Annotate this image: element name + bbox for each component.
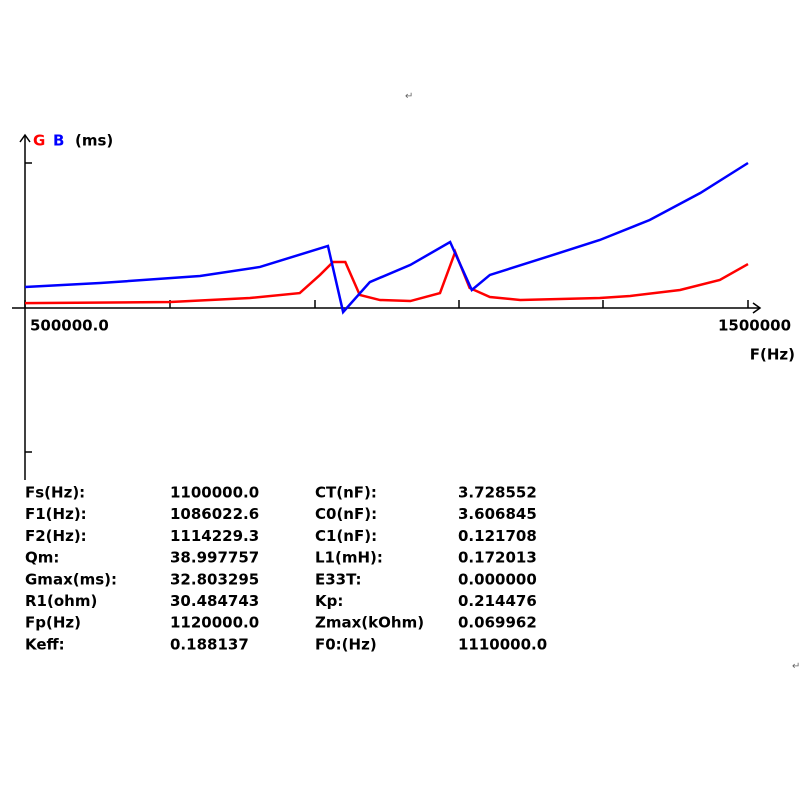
param-label: Kp: bbox=[315, 592, 343, 610]
param-value: 38.997757 bbox=[170, 549, 259, 567]
param-value: 0.121708 bbox=[458, 527, 537, 545]
param-value: 3.728552 bbox=[458, 484, 537, 502]
param-value: 1100000.0 bbox=[170, 484, 259, 502]
param-label: E33T: bbox=[315, 570, 362, 588]
param-label: R1(ohm) bbox=[25, 592, 97, 610]
return-mark: ↵ bbox=[792, 661, 800, 672]
legend-b: B bbox=[53, 132, 64, 150]
param-label: Fp(Hz) bbox=[25, 614, 81, 632]
param-label: C1(nF): bbox=[315, 527, 377, 545]
param-label: F0:(Hz) bbox=[315, 635, 377, 653]
param-label: C0(nF): bbox=[315, 505, 377, 523]
param-label: F2(Hz): bbox=[25, 527, 87, 545]
x-tick-label: 500000.0 bbox=[30, 317, 109, 335]
series-line bbox=[24, 161, 749, 315]
param-value: 32.803295 bbox=[170, 570, 259, 588]
y-unit: (ms) bbox=[75, 132, 113, 150]
param-value: 0.172013 bbox=[458, 549, 537, 567]
param-label: Keff: bbox=[25, 635, 65, 653]
series-line bbox=[24, 248, 749, 305]
legend-g: G bbox=[33, 132, 45, 150]
param-value: 1120000.0 bbox=[170, 614, 259, 632]
param-label: Qm: bbox=[25, 549, 59, 567]
param-label: CT(nF): bbox=[315, 484, 377, 502]
param-label: L1(mH): bbox=[315, 549, 383, 567]
return-mark: ↵ bbox=[405, 91, 413, 102]
param-label: Gmax(ms): bbox=[25, 570, 117, 588]
x-arrow bbox=[752, 302, 762, 314]
param-value: 1114229.3 bbox=[170, 527, 259, 545]
param-value: 0.188137 bbox=[170, 635, 249, 653]
param-value: 3.606845 bbox=[458, 505, 537, 523]
param-value: 0.214476 bbox=[458, 592, 537, 610]
param-label: Fs(Hz): bbox=[25, 484, 85, 502]
param-value: 0.069962 bbox=[458, 614, 537, 632]
x-tick-label: 1500000 bbox=[718, 317, 791, 335]
y-arrow bbox=[19, 133, 31, 143]
param-label: F1(Hz): bbox=[25, 505, 87, 523]
param-value: 0.000000 bbox=[458, 570, 537, 588]
param-value: 30.484743 bbox=[170, 592, 259, 610]
param-value: 1086022.6 bbox=[170, 505, 259, 523]
x-label: F(Hz) bbox=[750, 346, 795, 364]
param-value: 1110000.0 bbox=[458, 635, 547, 653]
param-label: Zmax(kOhm) bbox=[315, 614, 424, 632]
